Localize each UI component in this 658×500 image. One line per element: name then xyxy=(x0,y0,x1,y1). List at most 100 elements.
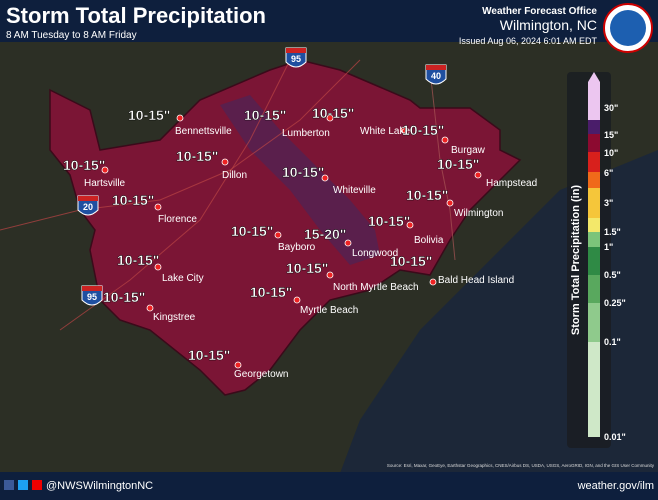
footer-bar xyxy=(0,472,658,500)
city-name: Myrtle Beach xyxy=(300,305,358,316)
amount-label: 10-15" xyxy=(112,192,154,208)
city-name: Georgetown xyxy=(234,369,288,380)
city-dot xyxy=(101,166,109,174)
legend-tick: 1" xyxy=(604,242,613,252)
city-dot xyxy=(221,158,229,166)
issued: Issued Aug 06, 2024 6:01 AM EDT xyxy=(459,36,598,46)
colorbar-segment xyxy=(588,275,600,303)
amount-label: 10-15" xyxy=(312,105,354,121)
highway-number: 40 xyxy=(431,71,441,81)
highway-shield-top xyxy=(82,286,102,291)
city-name: Longwood xyxy=(352,248,398,259)
amount-label: 10-15" xyxy=(244,107,286,123)
header-bar xyxy=(0,0,658,42)
colorbar-segment xyxy=(588,342,600,437)
amount-label: 10-15" xyxy=(128,107,170,123)
city-dot xyxy=(176,114,184,122)
legend-tick: 10" xyxy=(604,148,618,158)
city-dot xyxy=(321,174,329,182)
amount-label: 15-20" xyxy=(304,226,346,242)
colorbar: 30" 15" 10" 6" 3" 1.5" 1" 0.5" 0.25" 0.1" 0.01" xyxy=(588,72,626,442)
facebook-icon xyxy=(4,480,14,490)
city-name: Dillon xyxy=(222,170,247,181)
legend-tick: 0.5" xyxy=(604,270,621,280)
legend-tick: 6" xyxy=(604,168,613,178)
city-dot xyxy=(446,199,454,207)
amount-label: 10-15" xyxy=(406,187,448,203)
legend-tick: 30" xyxy=(604,103,618,113)
colorbar-segment xyxy=(588,120,600,134)
amount-label: 10-15" xyxy=(402,122,444,138)
colorbar-segment xyxy=(588,218,600,232)
legend-tick: 0.25" xyxy=(604,298,626,308)
city-name: White Lake xyxy=(360,126,410,137)
city-dot xyxy=(146,304,154,312)
amount-label: 10-15" xyxy=(103,289,145,305)
city-name: Florence xyxy=(158,214,197,225)
colorbar-segment xyxy=(588,82,600,120)
amount-label: 10-15" xyxy=(231,223,273,239)
highway-shield-top xyxy=(426,65,446,70)
city-name: Hartsville xyxy=(84,178,126,189)
city-dot xyxy=(326,114,334,122)
office: Weather Forecast Office xyxy=(482,6,597,17)
highway-shield-top xyxy=(286,48,306,53)
twitter-icon xyxy=(18,480,28,490)
legend-tick: 0.1" xyxy=(604,337,621,347)
highway-number: 95 xyxy=(291,54,301,64)
city-dot xyxy=(274,231,282,239)
colorbar-arrow xyxy=(588,72,600,82)
road xyxy=(59,59,291,331)
road xyxy=(429,69,456,261)
legend-tick: 15" xyxy=(604,130,618,140)
city-name: Lake City xyxy=(162,273,204,284)
city-name: Bennettsville xyxy=(175,126,232,137)
city-name: Bayboro xyxy=(278,242,316,253)
url: weather.gov/ilm xyxy=(577,480,654,492)
city-dot xyxy=(406,221,414,229)
precip-region xyxy=(49,59,522,396)
amount-label: 10-15" xyxy=(176,148,218,164)
city-dot xyxy=(234,361,242,369)
colorbar-segment xyxy=(588,303,600,342)
amount-label: 10-15" xyxy=(390,253,432,269)
amount-label: 10-15" xyxy=(117,252,159,268)
city-dot xyxy=(154,203,162,211)
city-dot xyxy=(293,296,301,304)
legend-tick: 3" xyxy=(604,198,613,208)
highway-number: 20 xyxy=(83,202,93,212)
colorbar-segment xyxy=(588,152,600,172)
legend-tick: 1.5" xyxy=(604,227,621,237)
city-dot xyxy=(326,271,334,279)
city-name: North Myrtle Beach xyxy=(333,282,419,293)
source: Source: Esri, Maxar, GeoEye, Earthstar G… xyxy=(387,463,655,468)
legend-title: Storm Total Precipitation (in) xyxy=(570,185,582,335)
colorbar-segment xyxy=(588,247,600,275)
city-name: Kingstree xyxy=(153,312,196,323)
city-dot xyxy=(474,171,482,179)
amount-label: 10-15" xyxy=(437,156,479,172)
subtitle: 8 AM Tuesday to 8 AM Friday xyxy=(6,30,137,41)
precip-15-20-band xyxy=(220,95,380,265)
city-dot xyxy=(400,126,408,134)
amount-label: 10-15" xyxy=(282,164,324,180)
amount-label: 10-15" xyxy=(250,284,292,300)
city-name: Hampstead xyxy=(486,178,537,189)
city-dot xyxy=(154,263,162,271)
city-dot xyxy=(441,136,449,144)
colorbar-segment xyxy=(588,232,600,247)
amount-label: 10-15" xyxy=(286,260,328,276)
city-name: Lumberton xyxy=(282,128,330,139)
city-name: Bolivia xyxy=(414,235,444,246)
nws-logo-inner xyxy=(610,10,646,46)
amount-label: 10-15" xyxy=(188,347,230,363)
highway-number: 95 xyxy=(87,292,97,302)
amount-label: 10-15" xyxy=(63,157,105,173)
colorbar-segment xyxy=(588,172,600,188)
city-name: Bald Head Island xyxy=(438,275,514,286)
road xyxy=(0,59,361,231)
city-dot xyxy=(344,239,352,247)
legend-tick: 0.01" xyxy=(604,432,626,442)
colorbar-segment xyxy=(588,188,600,218)
